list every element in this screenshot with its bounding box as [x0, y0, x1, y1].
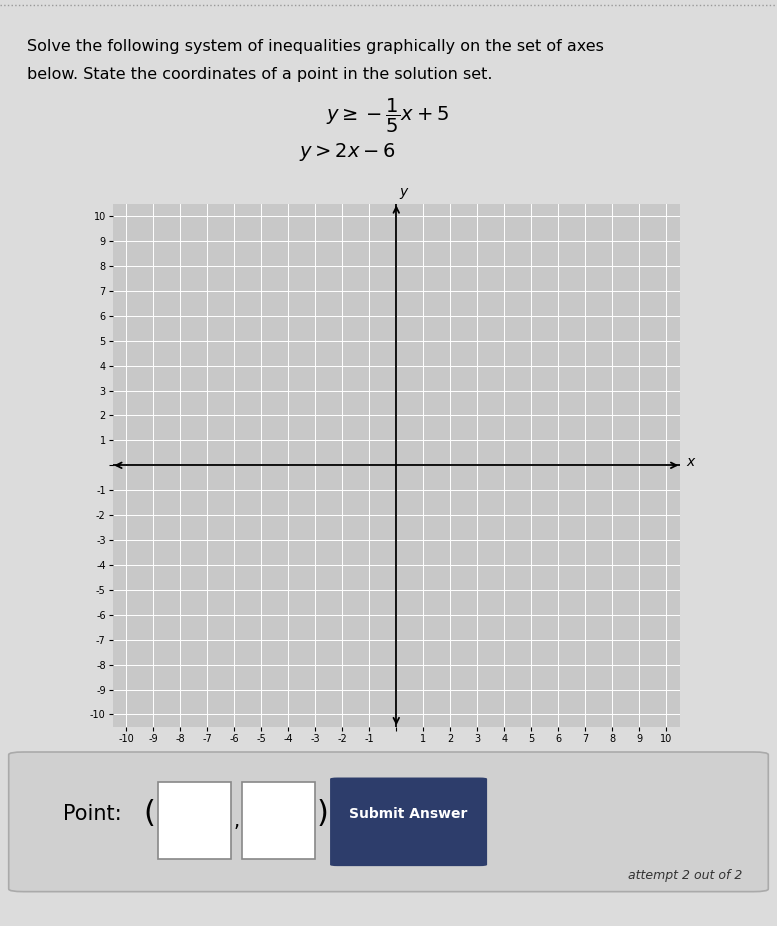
FancyBboxPatch shape [242, 782, 315, 859]
FancyBboxPatch shape [330, 778, 487, 866]
Text: (: ( [144, 799, 155, 828]
Text: Submit Answer: Submit Answer [349, 807, 468, 820]
FancyBboxPatch shape [159, 782, 232, 859]
Text: ,: , [234, 812, 240, 832]
FancyBboxPatch shape [9, 752, 768, 892]
Text: $y > 2x - 6$: $y > 2x - 6$ [299, 141, 396, 163]
Text: Point:: Point: [64, 804, 122, 824]
Text: Solve the following system of inequalities graphically on the set of axes: Solve the following system of inequaliti… [27, 39, 604, 54]
Text: x: x [687, 455, 695, 469]
Text: ): ) [317, 799, 329, 828]
Text: y: y [399, 185, 407, 199]
Text: attempt 2 out of 2: attempt 2 out of 2 [629, 870, 743, 882]
Text: below. State the coordinates of a point in the solution set.: below. State the coordinates of a point … [27, 67, 493, 81]
Text: $y \geq -\dfrac{1}{5}x + 5$: $y \geq -\dfrac{1}{5}x + 5$ [326, 97, 449, 135]
